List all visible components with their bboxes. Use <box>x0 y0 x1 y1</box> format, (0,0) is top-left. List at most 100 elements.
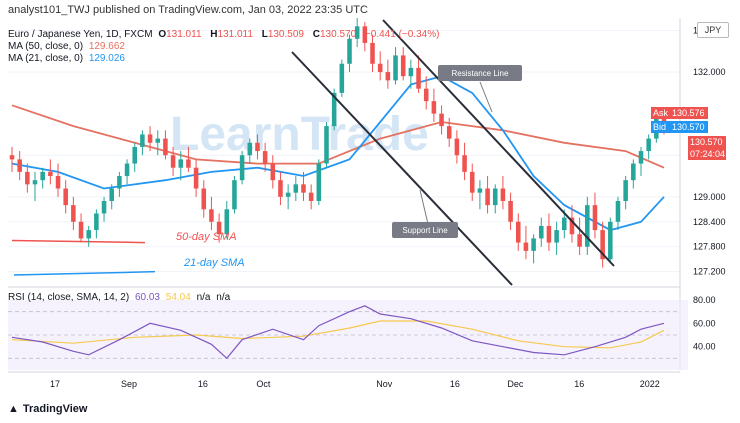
candle-body <box>270 163 276 181</box>
tradingview-icon: ▲ <box>8 403 19 415</box>
resistance-callout-line <box>479 81 493 113</box>
candle-body <box>216 221 222 235</box>
symbol-legend: Euro / Japanese Yen, 1D, FXCM O131.011 H… <box>8 29 442 40</box>
watermark-text: LearnTrade <box>170 108 429 161</box>
candle-body <box>462 155 467 172</box>
candle-body <box>615 200 621 222</box>
sma21-label: 21-day SMA <box>183 257 245 269</box>
candle-body <box>71 205 76 222</box>
candle-body <box>94 213 99 231</box>
ma50-line <box>11 104 665 169</box>
bid-label: Bid <box>651 121 671 133</box>
rsi-panel <box>11 305 665 360</box>
bid-value: 130.570 <box>670 121 708 133</box>
candle-body <box>408 67 414 77</box>
candle-body <box>347 38 352 64</box>
candle-body <box>324 126 329 164</box>
ask-value: 130.576 <box>670 107 708 119</box>
candle-body <box>423 88 429 102</box>
time-tick-label: Sep <box>121 379 137 389</box>
candle-body <box>362 26 368 43</box>
rsi-line <box>11 305 665 360</box>
candle-body <box>485 188 490 206</box>
rsi-na-2: n/a <box>216 292 231 303</box>
candle-body <box>377 63 383 73</box>
candle-body <box>32 180 38 185</box>
candle-body <box>301 184 306 193</box>
price-tick-label: 128.400 <box>693 217 726 227</box>
candle-body <box>554 230 559 243</box>
candle-body <box>600 230 605 260</box>
ma21-label: MA (21, close, 0) <box>8 53 84 64</box>
candle-body <box>546 225 552 243</box>
candle-body <box>63 188 68 206</box>
candle-body <box>477 188 483 193</box>
ma50-label: MA (50, close, 0) <box>8 41 84 52</box>
rsi-tick-label: 40.00 <box>693 342 716 352</box>
support-callout-box <box>392 222 458 238</box>
candle-body <box>78 221 84 239</box>
tradingview-logo[interactable]: ▲ TradingView <box>8 403 87 415</box>
candle-body <box>25 171 30 185</box>
candle-body <box>86 230 91 239</box>
candle-body <box>255 142 260 152</box>
candle-body <box>308 192 314 201</box>
candle-body <box>101 200 107 214</box>
countdown-tag: 07:24:04 <box>688 148 726 160</box>
candle-body <box>293 184 299 193</box>
candle-body <box>608 221 613 260</box>
support-callout-text: Support Line <box>402 226 448 235</box>
rsi-tick-label: 80.00 <box>693 295 716 305</box>
candle-body <box>285 192 291 197</box>
candle-body <box>209 209 214 222</box>
ma21-value: 129.026 <box>88 53 125 64</box>
candle-body <box>638 151 644 164</box>
candle-body <box>569 217 575 235</box>
price-tick-label: 129.000 <box>693 192 726 202</box>
candle-body <box>339 63 345 93</box>
support-callout: Support Line <box>392 222 458 238</box>
candle-body <box>592 205 598 231</box>
candle-body <box>132 146 138 164</box>
candle-body <box>163 138 168 156</box>
currency-box[interactable]: JPY <box>697 22 729 38</box>
change-value: −0.441 (−0.34%) <box>364 29 440 40</box>
candle-body <box>170 155 176 168</box>
candle-body <box>515 221 521 243</box>
resistance-callout-text: Resistance Line <box>452 69 509 78</box>
candle-body <box>646 138 651 152</box>
candle-body <box>186 159 191 168</box>
candle-body <box>193 167 199 189</box>
rsi-band <box>8 300 688 370</box>
candle-body <box>400 55 406 77</box>
candle-body <box>385 72 391 81</box>
candle-body <box>416 67 421 89</box>
rsi-label: RSI (14, close, SMA, 14, 2) <box>8 292 130 303</box>
candle-body <box>201 188 207 210</box>
candle-body <box>17 159 22 172</box>
candle-body <box>585 205 590 247</box>
annotations: Resistance Line Support Line 50-day SMA 21-… <box>176 65 522 269</box>
candle-body <box>393 55 398 81</box>
candle-body <box>492 188 498 206</box>
candle-body <box>239 155 245 181</box>
candle-body <box>538 225 544 239</box>
candle-body <box>178 159 184 168</box>
ohlc-close: C130.570 <box>312 29 357 40</box>
time-tick-label: Oct <box>256 379 271 389</box>
candle-body <box>232 180 237 210</box>
candle-body <box>278 180 283 197</box>
ask-label: Ask <box>651 107 671 119</box>
time-tick-label: Nov <box>376 379 393 389</box>
time-tick-label: 16 <box>574 379 584 389</box>
candle-body <box>48 171 53 177</box>
candle-body <box>117 176 122 189</box>
candle-body <box>577 234 582 247</box>
candle-body <box>500 188 506 201</box>
trendlines <box>291 19 615 286</box>
candle-body <box>354 26 360 39</box>
sma50-legend-line <box>11 239 146 244</box>
time-tick-label: 2022 <box>640 379 660 389</box>
resistance-callout: Resistance Line <box>438 65 522 81</box>
